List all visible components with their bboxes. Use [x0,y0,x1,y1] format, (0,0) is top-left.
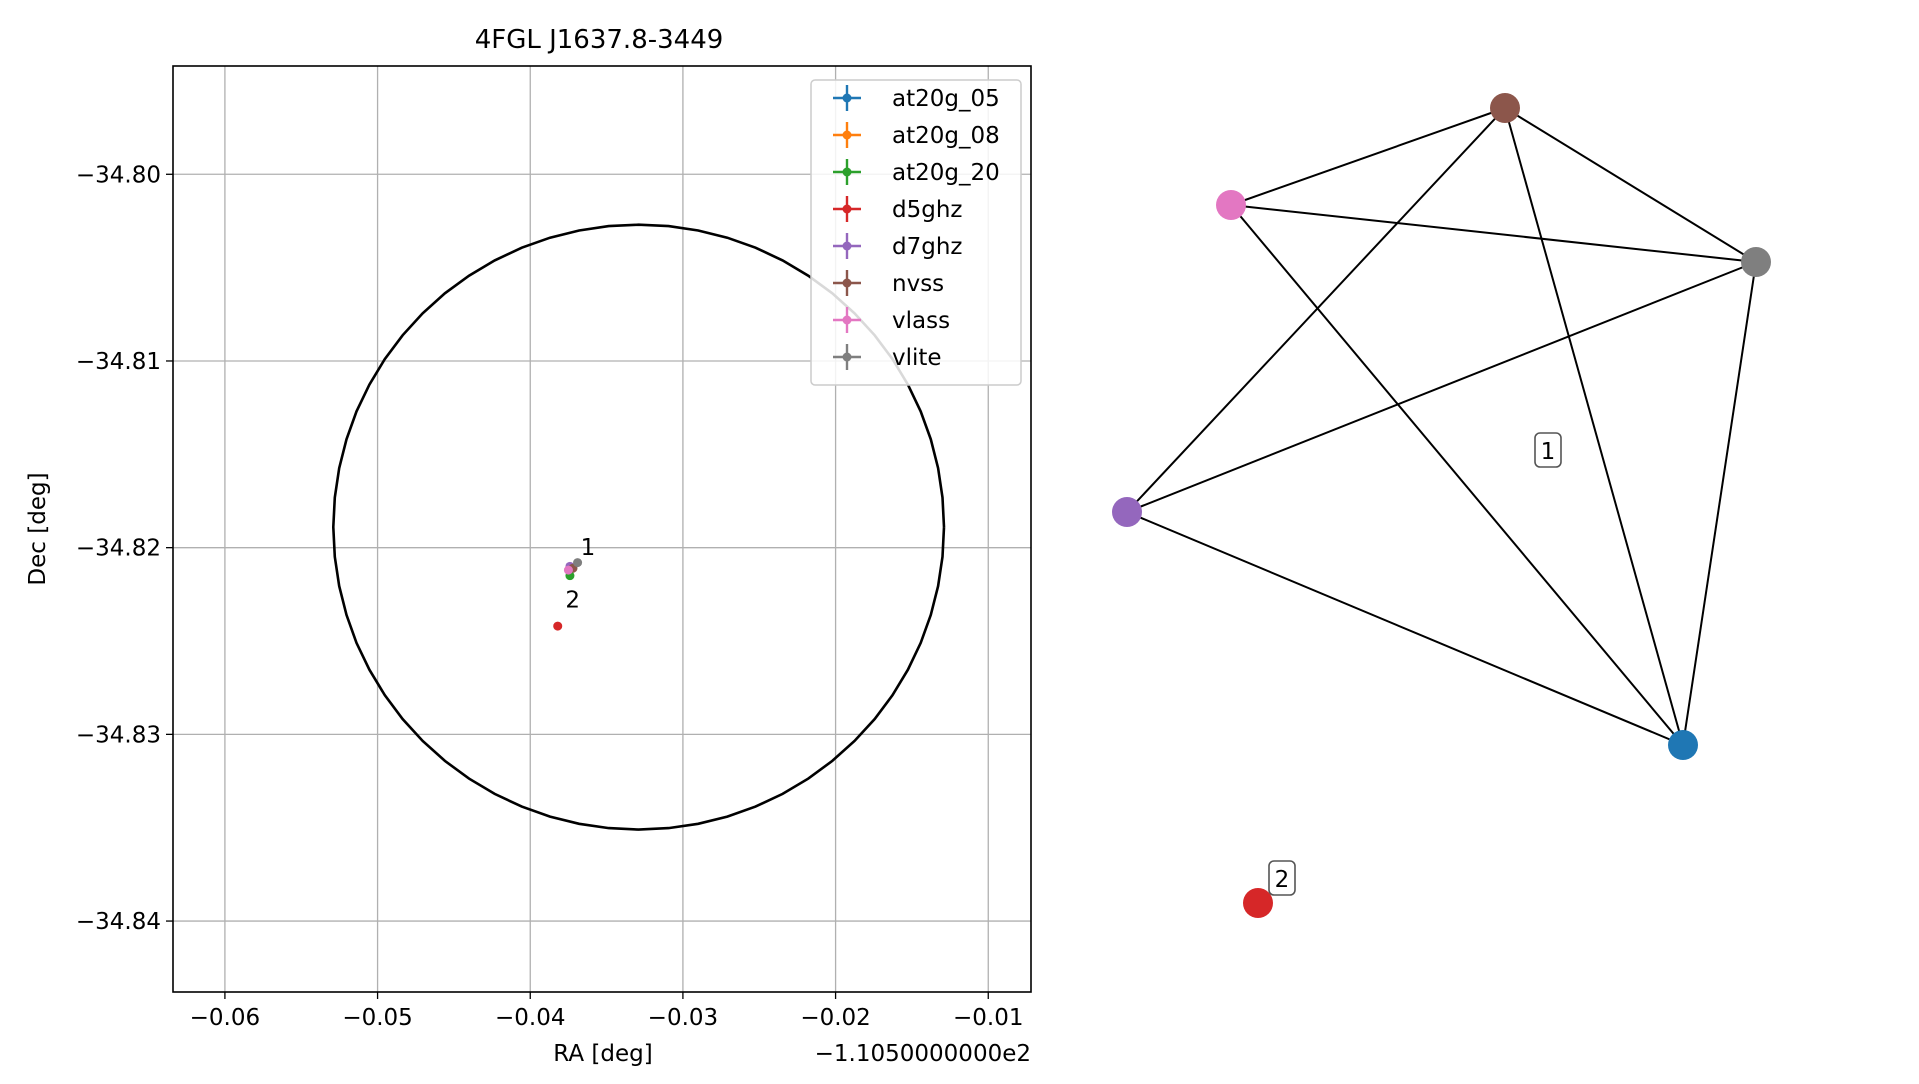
legend-label: vlite [892,345,942,371]
annotation-label: 1 [581,535,596,561]
y-tick-label: −34.84 [76,909,161,935]
y-axis-ticks: −34.80 −34.81 −34.82 −34.83 −34.84 [76,162,173,935]
scatter-plot: 4FGL J1637.8-3449 12 −0.06 −0.05 −0.04 −0.0… [25,25,1032,1067]
group-label-text: 2 [1275,867,1290,893]
legend-label: at20g_05 [892,86,1000,112]
group-labels: 12 [1268,432,1562,896]
x-tick-label: −0.06 [190,1005,260,1031]
node-d7ghz [1112,497,1142,527]
group-label-text: 1 [1541,439,1556,465]
node-at20g_05 [1668,730,1698,760]
plot-frame [172,65,1032,993]
legend-label: d5ghz [892,197,962,223]
legend-item-vlass: vlass [833,307,950,334]
node-d5ghz [1243,888,1273,918]
x-tick-label: −0.02 [800,1005,870,1031]
legend-item-d5ghz: d5ghz [833,196,962,223]
edge-d7ghz-at20g_05 [1126,511,1684,746]
x-axis-ticks: −0.06 −0.05 −0.04 −0.03 −0.02 −0.01 [190,992,1023,1031]
annotation-label: 2 [565,587,580,613]
node-vlite [1741,247,1771,277]
group-label-1: 1 [1534,432,1562,468]
data-points [553,558,583,631]
legend-item-nvss: nvss [833,270,944,297]
edge-vlite-at20g_05 [1682,261,1757,746]
graph-edges [1126,107,1757,746]
legend-item-vlite: vlite [833,344,942,371]
y-tick-label: −34.83 [76,722,161,748]
edge-d7ghz-vlite [1126,261,1757,513]
x-tick-label: −0.05 [342,1005,412,1031]
point-d5ghz [553,621,563,631]
x-axis-label: RA [deg] [553,1041,652,1067]
graph-nodes [1112,93,1771,918]
edge-nvss-at20g_05 [1504,107,1684,746]
legend-label: nvss [892,271,944,297]
x-tick-label: −0.01 [953,1005,1023,1031]
legend-item-at20g_20: at20g_20 [833,159,1000,186]
error-ellipse [331,223,946,831]
edge-nvss-vlass [1230,107,1506,206]
y-tick-label: −34.80 [76,162,161,188]
legend-item-d7ghz: d7ghz [833,233,962,260]
legend-label: d7ghz [892,234,962,260]
group-label-2: 2 [1268,860,1296,896]
node-vlass [1216,190,1246,220]
network-graph: 12 [1112,93,1771,918]
node-nvss [1490,93,1520,123]
edge-nvss-d7ghz [1126,107,1506,513]
x-tick-label: −0.03 [648,1005,718,1031]
legend-label: at20g_08 [892,123,1000,149]
y-axis-label: Dec [deg] [25,472,51,585]
x-tick-label: −0.04 [495,1005,565,1031]
edge-nvss-vlite [1504,107,1757,263]
point-annotations: 12 [565,535,595,613]
chart-title: 4FGL J1637.8-3449 [475,25,724,55]
edge-vlass-at20g_05 [1230,204,1684,746]
point-vlite [573,558,583,568]
y-tick-label: −34.81 [76,349,161,375]
x-offset-label: −1.1050000000e2 [815,1041,1031,1067]
legend-label: at20g_20 [892,160,1000,186]
point-vlass [563,565,573,575]
legend-item-at20g_08: at20g_08 [833,122,1000,149]
y-tick-label: −34.82 [76,536,161,562]
edge-vlass-vlite [1230,204,1757,263]
legend: at20g_05 at20g_08 at20g_20 d5ghz d7ghz nvss vl… [810,79,1022,386]
ellipse-outline [331,223,946,831]
legend-item-at20g_05: at20g_05 [833,85,1000,112]
legend-box [810,79,1022,386]
legend-label: vlass [892,308,950,334]
